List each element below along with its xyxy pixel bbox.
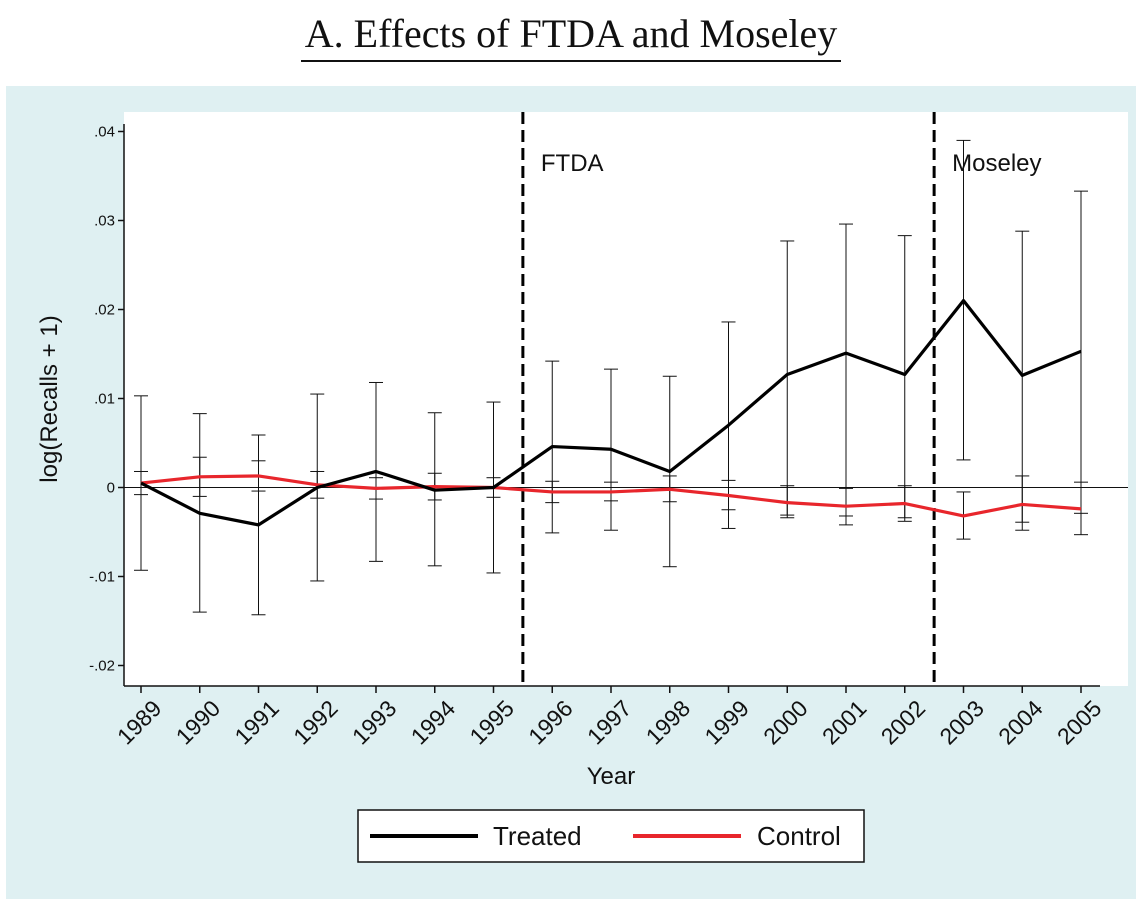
y-tick-label: .02 xyxy=(94,302,115,319)
y-tick-label: .03 xyxy=(94,213,115,230)
series-line-control xyxy=(140,474,1082,518)
x-axis-title: Year xyxy=(587,763,636,790)
y-tick-label: .01 xyxy=(94,391,115,408)
y-tick-label: -.01 xyxy=(89,569,115,586)
y-tick-label: 0 xyxy=(107,480,115,497)
legend: Treated Control xyxy=(357,809,865,863)
y-tick-label: -.02 xyxy=(89,658,115,675)
legend-label-treated: Treated xyxy=(493,821,582,851)
event-label: FTDA xyxy=(541,150,604,177)
event-label: Moseley xyxy=(952,150,1041,177)
legend-label-control: Control xyxy=(757,821,841,851)
series-line-treated xyxy=(140,299,1082,527)
y-tick-label: .04 xyxy=(94,124,115,141)
plot-area xyxy=(124,112,1128,686)
chart-title: A. Effects of FTDA and Moseley xyxy=(0,10,1142,62)
y-axis-title: log(Recalls + 1) xyxy=(36,315,63,482)
